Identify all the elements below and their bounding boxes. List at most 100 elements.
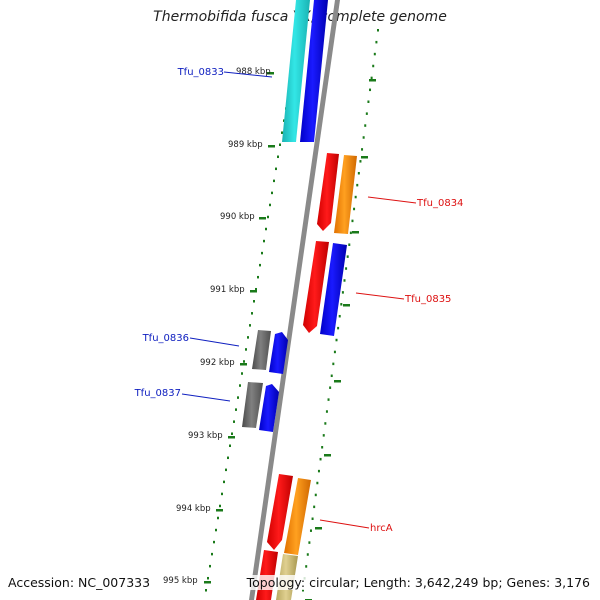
- track-dot: [269, 203, 271, 207]
- track-dot: [317, 469, 320, 473]
- gene-leader-line: [355, 292, 405, 300]
- gene-leader-line: [223, 71, 273, 78]
- tick-marks: 988 kbp 989 kbp 990 kbp 991 kbp 992 kbp 993 k…: [163, 67, 376, 600]
- gene-label-tfu_0837[interactable]: Tfu_0837: [134, 388, 181, 399]
- track-dot: [221, 492, 223, 496]
- track-dot: [273, 179, 275, 183]
- track-dot: [213, 540, 215, 544]
- track-dot: [373, 52, 376, 56]
- track-dot: [343, 279, 346, 282]
- track-dot: [345, 267, 348, 270]
- major-tick: [240, 363, 247, 366]
- track-dot: [348, 243, 351, 246]
- track-dot: [353, 207, 356, 211]
- track-dot: [211, 552, 213, 556]
- gene-label-tfu_0833[interactable]: Tfu_0833: [177, 67, 224, 78]
- tick-label: 988 kbp: [236, 67, 271, 77]
- track-dot: [271, 191, 273, 195]
- track-dot: [306, 553, 309, 556]
- gene-label-tfu_0836[interactable]: Tfu_0836: [142, 333, 189, 344]
- gene-block-orange-hrca: [284, 478, 311, 555]
- track-dot: [322, 434, 325, 437]
- track-dot: [346, 255, 349, 258]
- gene-leader-line: [319, 519, 370, 529]
- track-dot: [369, 88, 372, 92]
- track-dot: [325, 410, 328, 413]
- track-dot: [215, 528, 217, 532]
- track-dot: [311, 517, 314, 521]
- gene-label-tfu_0835[interactable]: Tfu_0835: [404, 294, 451, 305]
- gene-block-blue-0835: [320, 243, 347, 336]
- track-dot: [377, 29, 379, 32]
- track-dot: [217, 516, 219, 520]
- track-dot: [207, 576, 209, 580]
- track-dot: [370, 76, 373, 80]
- track-dot: [239, 384, 241, 387]
- major-tick-right: [315, 527, 322, 530]
- tick-label: 995 kbp: [163, 576, 198, 586]
- track-dot: [235, 408, 237, 411]
- track-dot: [372, 64, 375, 68]
- track-dot: [229, 444, 231, 448]
- major-tick: [250, 290, 257, 293]
- gene-block-gray-0836: [252, 330, 271, 370]
- tick-label: 992 kbp: [200, 358, 235, 368]
- track-dot: [361, 148, 364, 151]
- gene-block-gray-0837: [242, 382, 263, 428]
- track-dot: [275, 167, 277, 171]
- gene-block-blue-0833: [300, 0, 328, 142]
- track-dot: [261, 251, 263, 255]
- track-dot: [231, 432, 233, 435]
- track-dot: [364, 124, 367, 127]
- track-dot: [335, 338, 338, 342]
- tick-label: 989 kbp: [228, 140, 263, 150]
- major-tick: [228, 436, 235, 439]
- track-dot: [316, 481, 319, 485]
- track-dot: [249, 324, 251, 327]
- track-dot: [354, 195, 357, 199]
- track-dot: [340, 303, 343, 306]
- genome-summary: Topology: circular; Length: 3,642,249 bp…: [246, 575, 590, 590]
- track-dot: [356, 183, 359, 187]
- track-dot: [209, 564, 211, 568]
- major-tick: [216, 509, 223, 512]
- tick-label: 993 kbp: [188, 431, 223, 441]
- right-tick-track: [302, 29, 379, 592]
- track-dot: [253, 300, 255, 303]
- track-dot: [237, 396, 239, 399]
- track-dot: [321, 446, 324, 449]
- track-dot: [332, 362, 335, 366]
- track-dot: [243, 360, 245, 363]
- track-dot: [227, 456, 229, 460]
- gene-block-cyan: [282, 0, 310, 142]
- track-dot: [338, 314, 341, 318]
- track-dot: [225, 468, 227, 472]
- gene-label-hrca[interactable]: hrcA: [370, 523, 393, 534]
- track-dot: [365, 112, 368, 115]
- gene-labels: Tfu_0833 Tfu_0834 Tfu_0835 Tfu_0836 Tfu_0837…: [134, 67, 464, 534]
- gene-blocks: [242, 0, 357, 600]
- track-dot: [259, 263, 261, 267]
- tick-label: 991 kbp: [210, 285, 245, 295]
- track-dot: [267, 215, 269, 219]
- major-tick: [259, 217, 266, 220]
- track-dot: [337, 326, 340, 330]
- track-dot: [330, 374, 333, 378]
- genome-backbone: [249, 0, 340, 600]
- gene-label-tfu_0834[interactable]: Tfu_0834: [416, 198, 463, 209]
- gene-block-red-0834: [317, 153, 339, 231]
- gene-block-blue-0836: [269, 332, 288, 374]
- track-dot: [251, 312, 253, 315]
- gene-block-blue-0837: [259, 384, 279, 432]
- accession-label: Accession: NC_007333: [8, 575, 151, 590]
- track-dot: [362, 136, 365, 139]
- major-tick: [204, 581, 211, 584]
- gene-block-red-hrca: [267, 474, 293, 550]
- track-dot: [283, 119, 285, 122]
- track-dot: [223, 480, 225, 484]
- track-dot: [257, 275, 259, 279]
- track-dot: [308, 541, 311, 544]
- track-dot: [255, 287, 257, 291]
